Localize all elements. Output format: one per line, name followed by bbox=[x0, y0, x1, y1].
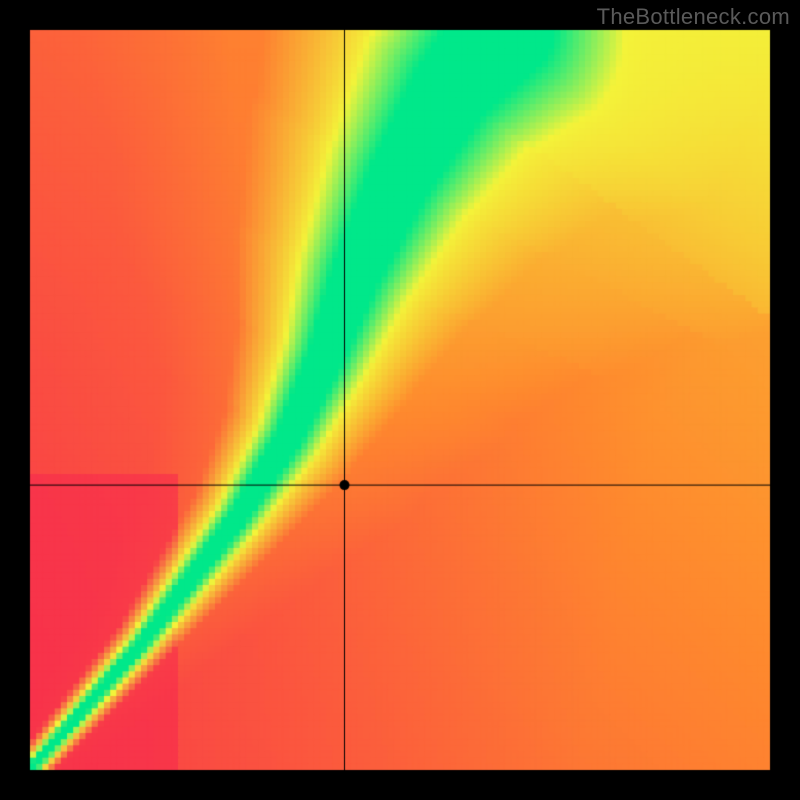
watermark-text: TheBottleneck.com bbox=[597, 4, 790, 30]
bottleneck-heatmap bbox=[0, 0, 800, 800]
